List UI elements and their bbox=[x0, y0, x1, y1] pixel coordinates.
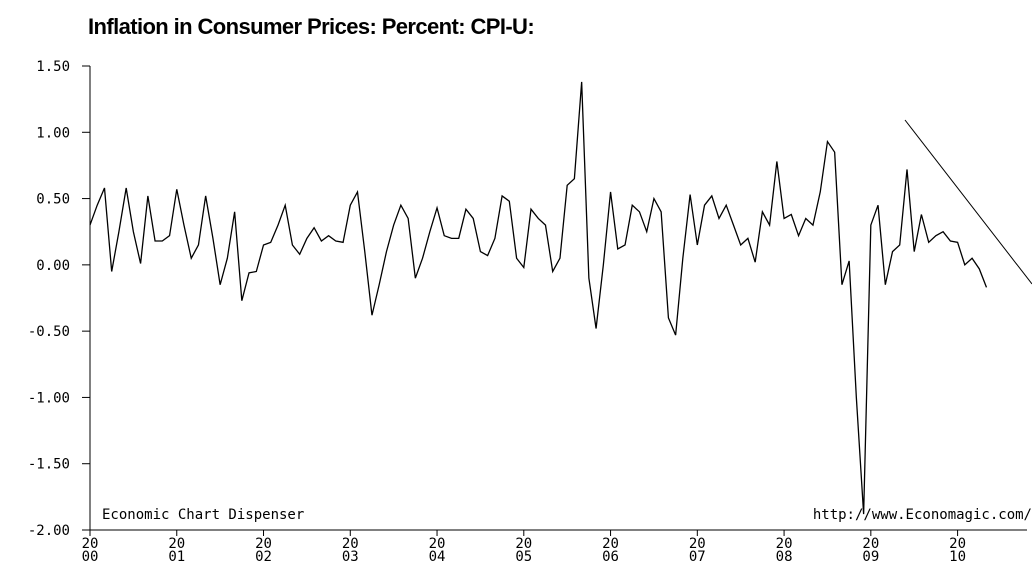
x-tick-label: 20 06 bbox=[602, 536, 619, 565]
x-tick-label: 20 03 bbox=[342, 536, 359, 565]
annotation: http://www.Economagic.com/ bbox=[813, 507, 1032, 523]
y-tick-label: 0.50 bbox=[36, 192, 70, 208]
x-tick-label: 20 10 bbox=[949, 536, 966, 565]
y-tick-label: 1.50 bbox=[36, 59, 70, 75]
data-line bbox=[89, 81, 988, 515]
x-tick-label: 20 02 bbox=[255, 536, 272, 565]
x-tick-label: 20 07 bbox=[689, 536, 706, 565]
y-tick-label: 1.00 bbox=[36, 125, 70, 141]
chart-title: Inflation in Consumer Prices: Percent: C… bbox=[88, 14, 534, 39]
x-tick-label: 20 08 bbox=[776, 536, 793, 565]
x-tick-label: 20 04 bbox=[429, 536, 446, 565]
y-tick-label: -1.50 bbox=[28, 457, 70, 473]
x-tick-label: 20 09 bbox=[862, 536, 879, 565]
x-tick-label: 20 01 bbox=[168, 536, 185, 565]
arrow-line bbox=[904, 119, 1032, 285]
annotation: Economic Chart Dispenser bbox=[102, 507, 304, 523]
y-tick-label: 0.00 bbox=[36, 258, 70, 274]
y-tick-label: -1.00 bbox=[28, 390, 70, 406]
x-tick-label: 20 05 bbox=[515, 536, 532, 565]
y-tick-label: -2.00 bbox=[28, 523, 70, 539]
x-tick-label: 20 00 bbox=[82, 536, 99, 565]
y-tick-label: -0.50 bbox=[28, 324, 70, 340]
